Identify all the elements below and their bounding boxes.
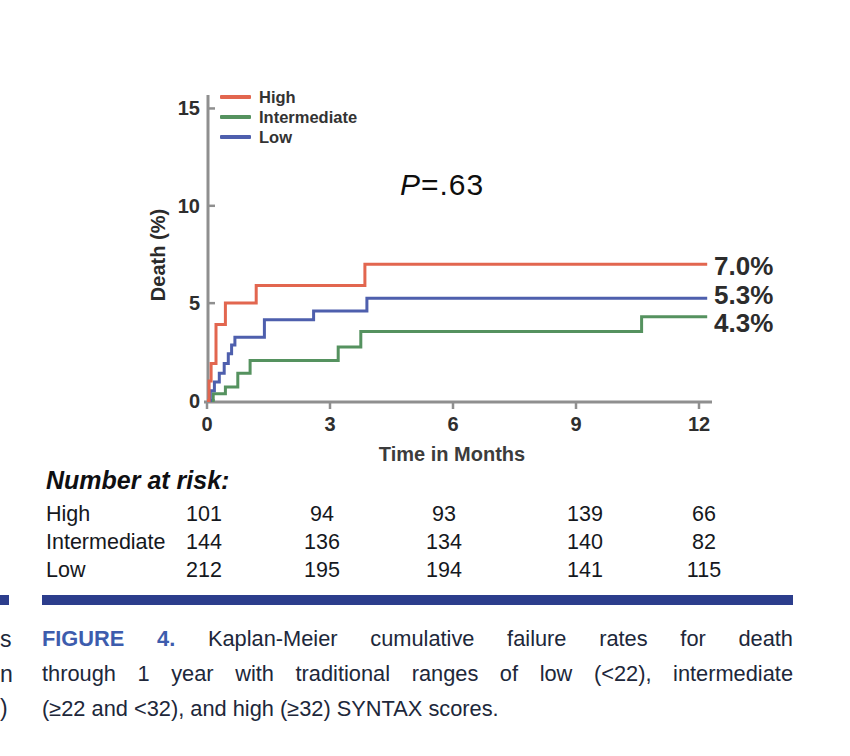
y-tick-label: 15	[166, 96, 200, 120]
risk-cell: 212	[169, 557, 239, 583]
end-label-high: 7.0%	[714, 252, 794, 280]
risk-cell: 66	[669, 501, 739, 527]
risk-cell: 101	[169, 501, 239, 527]
risk-cell: 194	[409, 557, 479, 583]
km-curve-low	[207, 298, 707, 400]
risk-row-low: Low 212 195 194 141 115	[0, 557, 850, 583]
km-curve-intermediate	[207, 317, 707, 401]
end-label-low: 5.3%	[714, 281, 794, 309]
risk-row-label: Intermediate	[46, 529, 166, 555]
caption-text: Kaplan-Meier cumulative failure rates fo…	[208, 626, 793, 651]
p-value-symbol: P	[400, 168, 421, 201]
chart-legend: High Intermediate Low	[220, 87, 357, 147]
x-axis-title: Time in Months	[352, 443, 552, 466]
risk-row-label: Low	[46, 557, 85, 583]
risk-cell: 82	[669, 529, 739, 555]
risk-cell: 144	[169, 529, 239, 555]
risk-row-high: High 101 94 93 139 66	[0, 501, 850, 527]
legend-line-swatch-low	[220, 135, 251, 139]
y-tick-label: 0	[166, 389, 200, 413]
risk-cell: 115	[669, 557, 739, 583]
legend-line-swatch-intermediate	[220, 115, 251, 119]
adjacent-column-rule-fragment	[0, 595, 9, 605]
risk-cell: 139	[550, 501, 620, 527]
risk-row-label: High	[46, 501, 90, 527]
y-axis-title: Death (%)	[145, 160, 171, 350]
legend-label: High	[259, 89, 296, 106]
margin-text-fragment: n	[0, 661, 16, 687]
legend-label: Intermediate	[259, 109, 357, 126]
margin-text-fragment: )	[0, 695, 16, 721]
end-label-intermediate: 4.3%	[714, 309, 794, 337]
risk-cell: 134	[409, 529, 479, 555]
margin-text-fragment: s	[0, 626, 16, 652]
risk-cell: 136	[287, 529, 357, 555]
risk-cell: 141	[550, 557, 620, 583]
risk-cell: 140	[550, 529, 620, 555]
p-value-number: =.63	[421, 168, 484, 201]
x-tick-label: 6	[433, 412, 473, 436]
legend-line-swatch-high	[220, 95, 251, 99]
legend-item-low: Low	[220, 127, 357, 147]
risk-cell: 94	[287, 501, 357, 527]
x-tick-label: 9	[556, 412, 596, 436]
legend-item-intermediate: Intermediate	[220, 107, 357, 127]
figure-number-label: FIGURE 4.	[42, 626, 175, 651]
x-tick-label: 3	[310, 412, 350, 436]
number-at-risk-title: Number at risk:	[46, 466, 229, 495]
x-tick-label: 12	[679, 412, 719, 436]
caption-line-2: through 1 year with traditional ranges o…	[42, 656, 793, 691]
risk-cell: 195	[287, 557, 357, 583]
risk-row-intermediate: Intermediate144 136 134 140 82	[0, 529, 850, 555]
caption-divider-rule	[42, 595, 793, 605]
legend-item-high: High	[220, 87, 357, 107]
p-value-annotation: P=.63	[400, 168, 484, 202]
figure-page: Death (%) High Intermediate Low P=.63 7.…	[0, 0, 850, 756]
risk-cell: 93	[409, 501, 479, 527]
caption-line-1: FIGURE 4. Kaplan-Meier cumulative failur…	[42, 621, 793, 656]
y-tick-label: 10	[166, 194, 200, 218]
caption-line-3: (≥22 and <32), and high (≥32) SYNTAX sco…	[42, 691, 793, 726]
figure-caption: FIGURE 4. Kaplan-Meier cumulative failur…	[42, 621, 793, 726]
x-tick-label: 0	[187, 412, 227, 436]
y-tick-label: 5	[166, 291, 200, 315]
legend-label: Low	[259, 129, 292, 146]
